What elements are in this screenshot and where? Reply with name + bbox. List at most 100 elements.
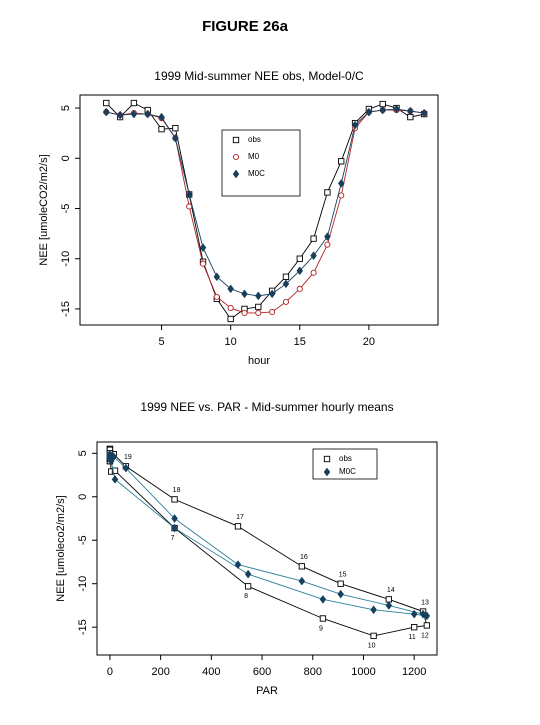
data-point: [158, 125, 165, 133]
y-tick-label: 5: [77, 450, 89, 456]
data-point: [419, 609, 427, 619]
series-line: [109, 448, 428, 637]
y-tick-label: -5: [77, 535, 89, 545]
data-point: [227, 304, 234, 311]
data-point: [296, 285, 303, 292]
y-axis-label: NEE [umoleCO2/m2/s]: [38, 154, 50, 265]
data-point: [411, 624, 418, 631]
y-axis-label: NEE [umoleco2/m2/s]: [55, 495, 67, 601]
data-point: [423, 622, 431, 629]
data-point: [244, 569, 252, 579]
data-point: [282, 298, 290, 305]
legend-marker: [232, 136, 240, 144]
data-point: [310, 251, 317, 261]
data-point: [213, 293, 220, 300]
data-point: [338, 192, 345, 199]
point-label: 14: [387, 587, 395, 594]
chart-title: 1999 NEE vs. PAR - Mid-summer hourly mea…: [140, 400, 393, 414]
point-label: 7: [171, 535, 175, 542]
data-point: [298, 563, 306, 570]
data-point: [255, 303, 262, 311]
point-label: 16: [300, 554, 308, 561]
data-point: [296, 266, 304, 276]
data-point: [116, 110, 124, 120]
x-tick-label: 0: [107, 666, 113, 678]
data-point: [324, 232, 331, 242]
point-label: 13: [421, 599, 429, 606]
legend-label: M0C: [339, 467, 356, 476]
y-tick-label: -5: [60, 204, 72, 214]
data-point: [234, 523, 242, 530]
x-axis-label: PAR: [256, 685, 278, 697]
data-point: [255, 309, 262, 316]
data-point: [244, 583, 252, 590]
legend-label: M0: [248, 152, 260, 161]
point-label: 8: [244, 593, 248, 600]
point-label: 18: [173, 487, 181, 494]
point-label: 15: [339, 572, 347, 579]
legend-marker: [232, 169, 240, 179]
point-label: 9: [319, 625, 323, 632]
legend-marker: [323, 455, 331, 463]
data-point: [310, 235, 317, 242]
point-label: 19: [124, 454, 132, 461]
data-point: [130, 109, 138, 119]
series-line: [109, 454, 428, 617]
data-point: [122, 463, 130, 473]
data-point: [370, 605, 377, 615]
legend-label: obs: [339, 454, 352, 463]
data-point: [185, 190, 193, 199]
data-point: [102, 107, 110, 117]
chart-title: 1999 Mid-summer NEE obs, Model-0/C: [154, 69, 364, 83]
data-point: [172, 124, 179, 132]
data-point: [310, 269, 317, 276]
legend-box: [312, 448, 378, 480]
data-point: [338, 158, 345, 165]
data-point: [370, 632, 377, 640]
point-label: 12: [421, 632, 429, 639]
data-point: [282, 273, 290, 280]
data-point: [199, 260, 207, 267]
point-label: 10: [368, 643, 376, 650]
x-tick-label: 800: [304, 666, 322, 678]
data-point: [282, 279, 290, 289]
data-point: [241, 309, 248, 316]
x-tick-label: 20: [363, 336, 375, 348]
data-point: [324, 189, 331, 196]
data-point: [130, 99, 138, 107]
x-tick-label: 600: [253, 666, 271, 678]
legend-marker: [232, 153, 240, 161]
x-tick-label: 200: [151, 666, 169, 678]
figure-title: FIGURE 26a: [202, 18, 289, 35]
data-point: [227, 284, 234, 294]
legend-marker: [323, 467, 331, 477]
data-point: [324, 241, 331, 248]
data-point: [144, 109, 152, 119]
data-point: [254, 291, 262, 301]
legend-label: obs: [248, 135, 261, 144]
data-point: [420, 108, 428, 118]
data-point: [298, 576, 306, 586]
data-point: [365, 107, 373, 117]
point-label: 11: [409, 634, 416, 641]
x-tick-label: 5: [158, 336, 164, 348]
y-tick-label: 5: [60, 105, 72, 111]
data-point: [111, 467, 119, 474]
y-tick-label: -10: [77, 576, 89, 592]
data-point: [234, 560, 242, 570]
data-point: [393, 104, 400, 114]
data-point: [171, 496, 178, 503]
data-point: [269, 308, 276, 315]
data-point: [103, 99, 110, 107]
y-tick-label: 0: [60, 155, 72, 161]
data-point: [213, 272, 221, 282]
x-axis-label: hour: [248, 355, 270, 367]
data-point: [227, 315, 234, 323]
data-point: [407, 106, 414, 116]
data-point: [337, 580, 344, 587]
data-point: [385, 601, 393, 610]
data-point: [199, 243, 207, 253]
data-point: [319, 615, 327, 622]
x-tick-label: 15: [294, 336, 306, 348]
